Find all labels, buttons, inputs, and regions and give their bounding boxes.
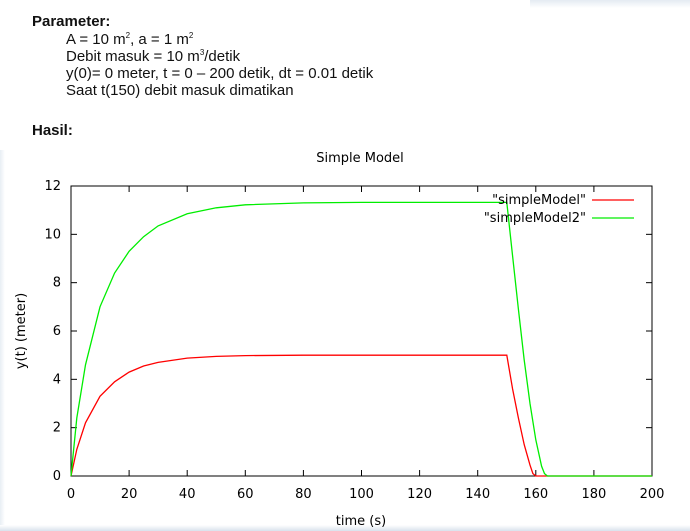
x-tick-label: 200: [640, 487, 665, 502]
x-tick-label: 100: [349, 487, 374, 502]
legend-label-1: "simpleModel": [492, 193, 586, 208]
x-tick-label: 60: [237, 487, 254, 502]
y-tick-label: 2: [53, 421, 61, 436]
x-tick-label: 0: [67, 487, 75, 502]
series-line-1: [70, 354, 652, 477]
param-debit: Debit masuk = 10 m3/detik: [66, 48, 373, 65]
param-initial: y(0)= 0 meter, t = 0 – 200 detik, dt = 0…: [66, 65, 374, 82]
y-tick-label: 12: [44, 179, 61, 194]
y-tick-label: 6: [53, 324, 61, 339]
slide-edge-left: [0, 150, 5, 530]
x-tick-label: 140: [465, 487, 490, 502]
param-debit-text: Debit masuk = 10 m: [66, 48, 200, 65]
slide-edge-bottom: [0, 525, 690, 531]
y-tick-label: 8: [53, 276, 61, 291]
simple-model-chart: Simple Model 0 20 40 60 80 100 120 140 160 180 200…: [14, 151, 664, 529]
y-axis-label: y(t) (meter): [14, 293, 29, 369]
param-area: A = 10 m2, a = 1 m2: [66, 31, 373, 48]
parameter-lines: A = 10 m2, a = 1 m2 Debit masuk = 10 m3/…: [66, 31, 373, 99]
axis-ticks: 0 20 40 60 80 100 120 140 160 180 200 0 2 4 6 8 10 12: [44, 179, 664, 502]
x-tick-label: 160: [523, 487, 548, 502]
slide-edge-top: [530, 0, 690, 8]
x-tick-label: 20: [121, 487, 138, 502]
legend-label-2: "simpleModel2": [484, 211, 586, 226]
param-area-text: A = 10 m: [66, 31, 126, 48]
parameter-heading: Parameter:: [32, 13, 111, 30]
x-axis-label: time (s): [336, 514, 386, 529]
x-tick-label: 80: [295, 487, 312, 502]
param-debit-unit: /detik: [204, 48, 241, 65]
y-tick-label: 10: [44, 227, 61, 242]
x-tick-label: 120: [407, 487, 432, 502]
series-line-2: [70, 201, 652, 477]
legend: "simpleModel" "simpleModel2": [484, 193, 634, 226]
param-area-exp: 2: [125, 31, 131, 40]
x-tick-label: 180: [581, 487, 606, 502]
param-area-exp2: 2: [188, 31, 194, 40]
param-debit-exp: 3: [199, 48, 205, 57]
hasil-heading: Hasil:: [32, 122, 73, 139]
plot-frame: [70, 185, 653, 477]
parameter-block: Parameter: A = 10 m2, a = 1 m2 Debit mas…: [32, 12, 373, 99]
x-tick-label: 40: [179, 487, 196, 502]
param-area-text2: , a = 1 m: [130, 31, 189, 48]
y-tick-label: 0: [53, 469, 61, 484]
series-lines: [70, 201, 652, 477]
param-shutoff: Saat t(150) debit masuk dimatikan: [66, 82, 294, 99]
chart-title: Simple Model: [316, 151, 404, 166]
y-tick-label: 4: [53, 372, 61, 387]
